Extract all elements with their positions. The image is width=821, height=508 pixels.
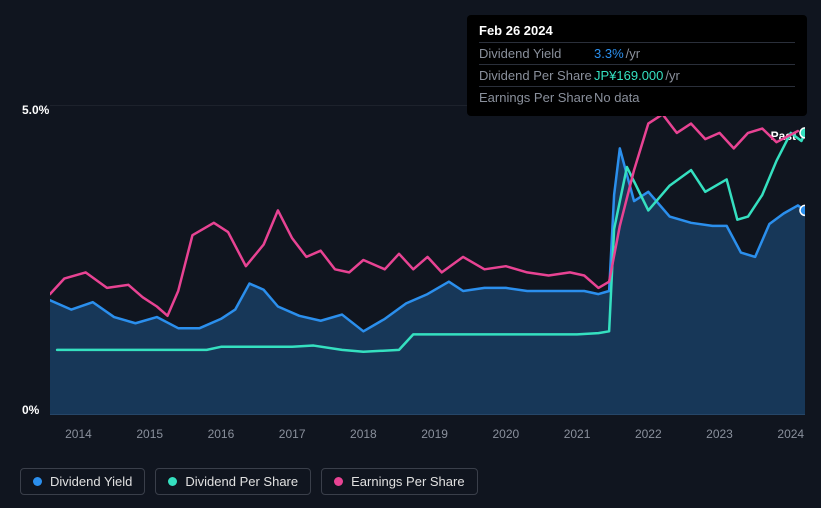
tooltip-row: Dividend Yield 3.3% /yr bbox=[479, 42, 795, 64]
tooltip-label: Dividend Per Share bbox=[479, 68, 594, 83]
legend: Dividend Yield Dividend Per Share Earnin… bbox=[20, 468, 478, 495]
y-axis-min-label: 0% bbox=[22, 403, 39, 417]
x-tick: 2021 bbox=[564, 427, 591, 441]
x-tick: 2014 bbox=[65, 427, 92, 441]
tooltip-value: 3.3% bbox=[594, 46, 624, 61]
tooltip-value: No data bbox=[594, 90, 640, 105]
x-tick: 2024 bbox=[777, 427, 804, 441]
series-end-dot bbox=[800, 128, 805, 138]
y-axis-max-label: 5.0% bbox=[22, 103, 49, 117]
legend-label: Earnings Per Share bbox=[351, 474, 464, 489]
x-tick: 2020 bbox=[492, 427, 519, 441]
legend-dot bbox=[168, 477, 177, 486]
x-tick: 2017 bbox=[279, 427, 306, 441]
legend-dot bbox=[334, 477, 343, 486]
legend-item-dividend-per-share[interactable]: Dividend Per Share bbox=[155, 468, 311, 495]
tooltip: Feb 26 2024 Dividend Yield 3.3% /yr Divi… bbox=[467, 15, 807, 116]
legend-dot bbox=[33, 477, 42, 486]
legend-item-earnings-per-share[interactable]: Earnings Per Share bbox=[321, 468, 477, 495]
tooltip-unit: /yr bbox=[626, 46, 640, 61]
chart-area: 5.0% 0% Past 201420152016201720182019202… bbox=[0, 105, 821, 455]
x-tick: 2016 bbox=[208, 427, 235, 441]
tooltip-date: Feb 26 2024 bbox=[479, 23, 795, 42]
x-tick: 2018 bbox=[350, 427, 377, 441]
tooltip-label: Dividend Yield bbox=[479, 46, 594, 61]
legend-label: Dividend Per Share bbox=[185, 474, 298, 489]
x-tick: 2015 bbox=[136, 427, 163, 441]
legend-item-dividend-yield[interactable]: Dividend Yield bbox=[20, 468, 145, 495]
chart-svg[interactable] bbox=[50, 105, 805, 415]
tooltip-unit: /yr bbox=[665, 68, 679, 83]
tooltip-row: Dividend Per Share JP¥169.000 /yr bbox=[479, 64, 795, 86]
series-fill bbox=[50, 148, 805, 415]
tooltip-row: Earnings Per Share No data bbox=[479, 86, 795, 108]
series-end-dot bbox=[800, 205, 805, 215]
x-tick: 2019 bbox=[421, 427, 448, 441]
tooltip-label: Earnings Per Share bbox=[479, 90, 594, 105]
tooltip-value: JP¥169.000 bbox=[594, 68, 663, 83]
x-tick: 2022 bbox=[635, 427, 662, 441]
legend-label: Dividend Yield bbox=[50, 474, 132, 489]
chart-plot[interactable] bbox=[50, 105, 805, 415]
x-tick: 2023 bbox=[706, 427, 733, 441]
